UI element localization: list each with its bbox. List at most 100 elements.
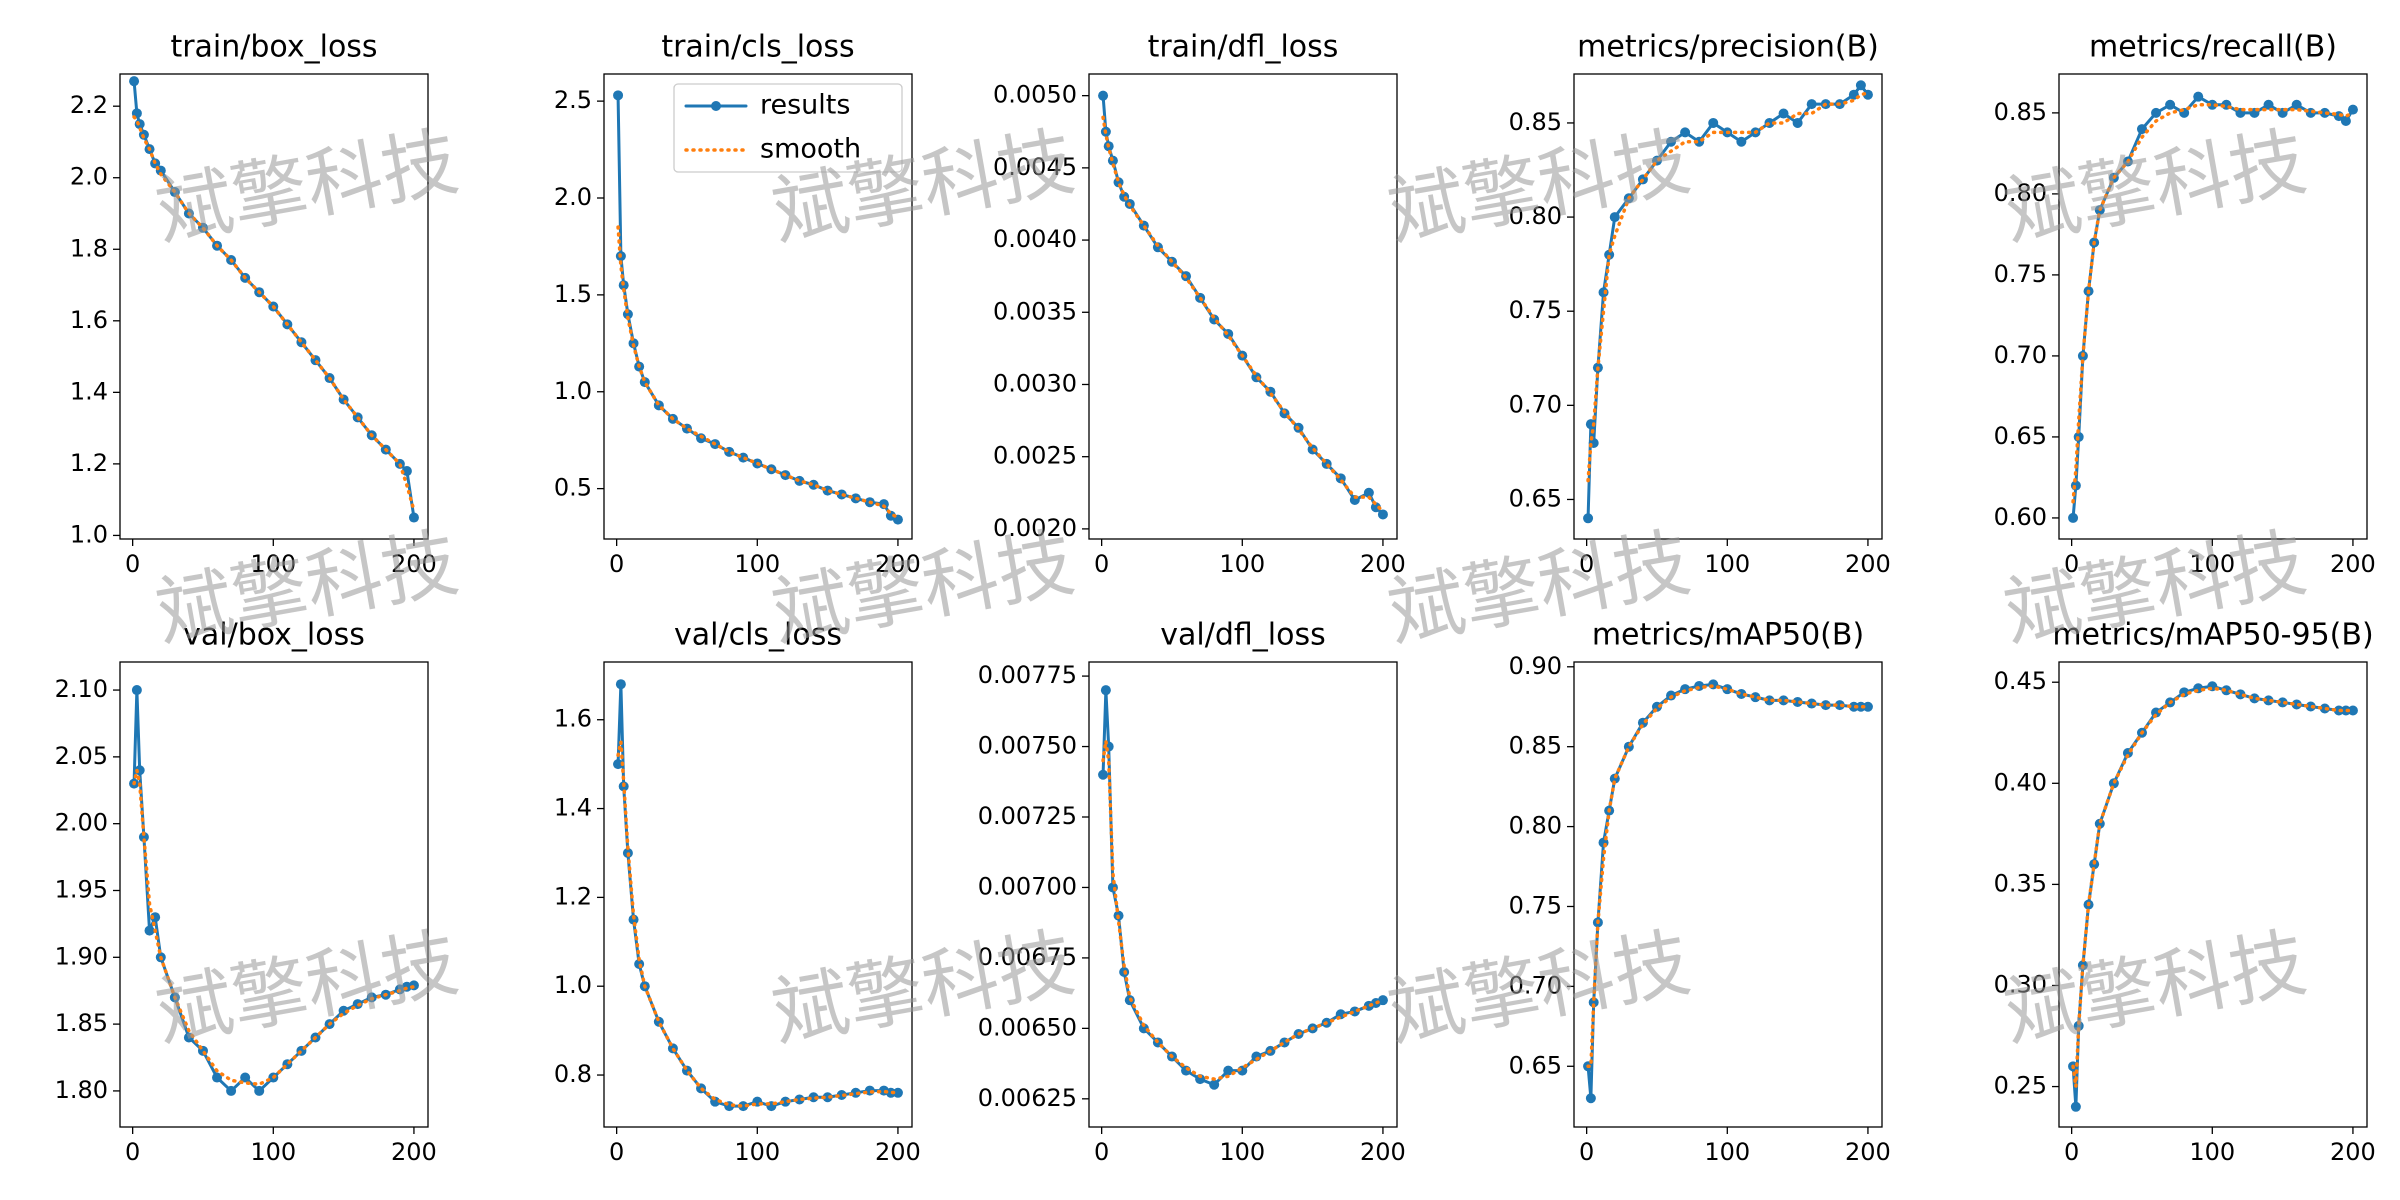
results-point: [2305, 701, 2316, 712]
results-point: [1195, 1074, 1206, 1085]
y-tick-label: 1.4: [554, 794, 592, 822]
chart-title: train/cls_loss: [661, 30, 854, 65]
x-tick-label: 0: [1579, 1138, 1594, 1166]
legend-marker: [711, 101, 721, 111]
results-point: [2291, 699, 2302, 710]
y-tick-label: 0.65: [1994, 422, 2047, 450]
y-tick-label: 0.80: [1994, 179, 2047, 207]
chart-title: metrics/precision(B): [1577, 30, 1879, 65]
y-tick-label: 1.90: [55, 942, 108, 970]
results-point: [1666, 136, 1677, 147]
x-tick-label: 100: [1219, 1138, 1265, 1166]
results-point: [1834, 700, 1845, 711]
y-tick-label: 0.65: [1509, 1051, 1562, 1079]
y-tick-label: 0.00675: [978, 943, 1077, 971]
results-point: [129, 76, 140, 87]
x-tick-label: 200: [1360, 1138, 1406, 1166]
axes-frame: [119, 73, 429, 540]
y-tick-label: 1.0: [70, 520, 108, 548]
x-tick-label: 100: [1704, 550, 1750, 578]
y-tick-label: 0.25: [1994, 1072, 2047, 1100]
y-tick-label: 0.85: [1509, 732, 1562, 760]
x-tick-label: 0: [609, 550, 624, 578]
results-point: [1377, 995, 1388, 1006]
results-point: [2347, 705, 2358, 716]
results-point: [892, 1087, 903, 1098]
results-point: [2073, 1020, 2084, 1031]
legend-label: results: [760, 90, 850, 121]
x-tick-label: 100: [250, 550, 296, 578]
results-point: [878, 499, 889, 510]
results-point: [150, 912, 161, 923]
y-tick-label: 0.0025: [993, 442, 1077, 470]
y-tick-label: 1.2: [70, 449, 108, 477]
results-point: [1764, 695, 1775, 706]
results-point: [1680, 127, 1691, 138]
results-point: [254, 1085, 265, 1096]
chart-title: metrics/recall(B): [2089, 30, 2337, 65]
y-tick-label: 0.70: [1994, 341, 2047, 369]
x-tick-label: 200: [875, 1138, 921, 1166]
x-tick-label: 100: [2189, 550, 2235, 578]
x-tick-label: 200: [2330, 550, 2376, 578]
y-tick-label: 0.40: [1994, 768, 2047, 796]
y-tick-label: 0.00700: [978, 872, 1077, 900]
axes-frame: [1573, 73, 1883, 540]
x-tick-label: 0: [609, 1138, 624, 1166]
results-point: [401, 466, 412, 477]
axes-frame: [603, 661, 913, 1128]
y-tick-label: 0.0050: [993, 81, 1077, 109]
results-point: [2340, 115, 2351, 126]
smooth-line: [1586, 91, 1870, 483]
y-tick-label: 0.00650: [978, 1013, 1077, 1041]
y-tick-label: 1.95: [55, 875, 108, 903]
results-point: [628, 914, 639, 925]
results-point: [1223, 1065, 1234, 1076]
results-point: [408, 512, 419, 523]
results-point: [226, 1085, 237, 1096]
smooth-line: [2071, 103, 2355, 504]
results-point: [2263, 99, 2274, 110]
results-point: [1363, 487, 1374, 498]
chart-title: metrics/mAP50-95(B): [2052, 618, 2373, 653]
y-tick-label: 2.2: [70, 91, 108, 119]
results-point: [2136, 124, 2147, 135]
results-point: [1792, 117, 1803, 128]
results-point: [1848, 701, 1859, 712]
y-tick-label: 0.0045: [993, 153, 1077, 181]
y-tick-label: 0.70: [1509, 971, 1562, 999]
y-tick-label: 0.80: [1509, 202, 1562, 230]
results-point: [613, 759, 624, 770]
results-point: [1862, 701, 1873, 712]
results-point: [2165, 99, 2176, 110]
x-tick-label: 0: [125, 550, 140, 578]
x-tick-label: 200: [875, 550, 921, 578]
y-tick-label: 0.8: [554, 1060, 592, 1088]
results-point: [1181, 1065, 1192, 1076]
results-point: [1736, 136, 1747, 147]
results-point: [1100, 685, 1111, 696]
chart-title: val/cls_loss: [674, 618, 842, 653]
y-tick-label: 1.6: [70, 306, 108, 334]
axes-frame: [1088, 661, 1398, 1128]
results-point: [822, 1092, 833, 1103]
y-tick-label: 0.0020: [993, 514, 1077, 542]
y-tick-label: 0.0035: [993, 297, 1077, 325]
y-tick-label: 1.0: [554, 377, 592, 405]
y-tick-label: 1.8: [70, 234, 108, 262]
results-point: [2207, 99, 2218, 110]
y-tick-label: 0.35: [1994, 869, 2047, 897]
y-tick-label: 0.5: [554, 474, 592, 502]
results-point: [2277, 697, 2288, 708]
results-point: [1585, 1093, 1596, 1104]
results-point: [1583, 513, 1594, 524]
y-tick-label: 1.4: [70, 377, 108, 405]
y-tick-label: 2.10: [55, 675, 108, 703]
smooth-line: [1101, 739, 1385, 1081]
axes-frame: [1573, 661, 1883, 1128]
watermark: 斌擎科技: [1998, 116, 2313, 256]
y-tick-label: 0.70: [1509, 390, 1562, 418]
results-point: [2347, 104, 2358, 115]
